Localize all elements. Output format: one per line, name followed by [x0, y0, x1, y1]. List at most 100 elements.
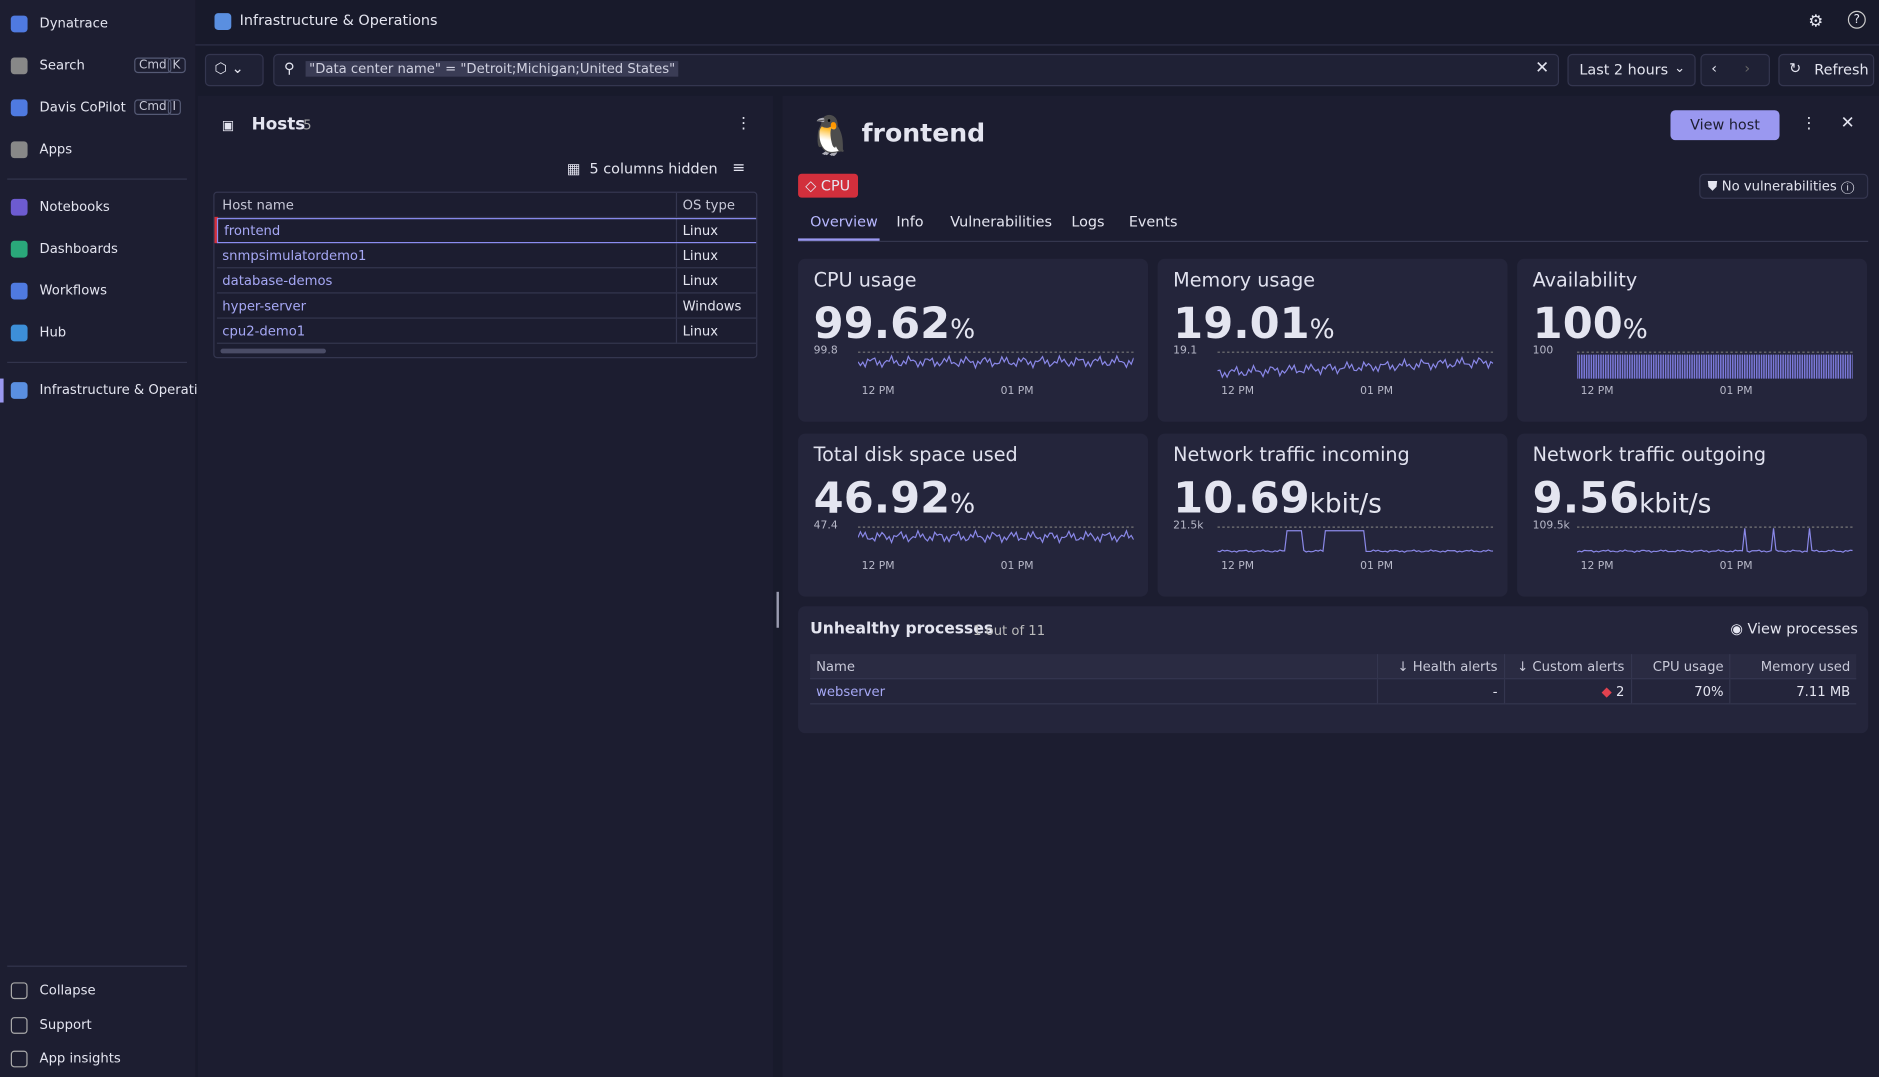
cell: Linux: [675, 217, 757, 244]
nav-item[interactable]: Infrastructure & Operati...: [39, 382, 211, 398]
row-settings[interactable]: ≡: [732, 159, 746, 178]
cpu-badge[interactable]: ◇ CPU: [798, 173, 859, 198]
metric-unit: kbit/s: [1309, 489, 1382, 520]
host-link[interactable]: database-demos: [222, 272, 333, 289]
column-header: ↓ Custom alerts: [1503, 654, 1631, 680]
columns-hidden[interactable]: ▦ 5 columns hidden: [566, 160, 718, 178]
nav-item[interactable]: Apps: [39, 141, 73, 157]
tab[interactable]: Logs: [1071, 213, 1105, 231]
nav-item[interactable]: Support: [39, 1017, 92, 1033]
tab[interactable]: Overview: [810, 213, 878, 231]
menu[interactable]: ⋮: [1801, 115, 1817, 133]
chart-max: 109.5k: [1532, 519, 1570, 532]
refresh[interactable]: ↻ Refresh: [1778, 53, 1875, 87]
vuln-label: No vulnerabilities: [1721, 178, 1837, 195]
timeframe-label: Last 2 hours: [1579, 61, 1669, 78]
tab[interactable]: Vulnerabilities: [950, 213, 1053, 231]
metric-number: 9.56: [1532, 474, 1640, 524]
resize-handle[interactable]: [776, 591, 779, 628]
header-row: Name ↓ Health alerts ↓ Custom alerts CPU us…: [810, 654, 1857, 680]
chart-max: 99.8: [813, 345, 838, 358]
nav-item[interactable]: Search: [39, 57, 85, 74]
view-host[interactable]: View host: [1670, 110, 1780, 141]
filter-bar[interactable]: ⚲ "Data center name" = "Detroit;Michigan…: [273, 53, 1560, 87]
column-header: Name: [810, 654, 1378, 680]
timeframe[interactable]: Last 2 hours ⌄: [1567, 53, 1696, 87]
cell: database-demos: [216, 267, 676, 294]
host-link[interactable]: cpu2-demo1: [222, 322, 306, 339]
nav-item[interactable]: Notebooks: [39, 198, 110, 215]
metric-tile: Memory usage 19.01% 19.1 12 PM 01 PM: [1157, 258, 1508, 422]
nav-item[interactable]: Dashboards: [39, 240, 118, 257]
segment-button[interactable]: ⬡ ⌄: [204, 53, 264, 87]
sparkline: [858, 526, 1134, 545]
cell: 70%: [1630, 678, 1731, 705]
separator: [7, 361, 187, 363]
column-header: Memory used: [1729, 654, 1857, 680]
view-processes[interactable]: ◉ View processes: [1730, 620, 1858, 638]
sparkline: [1217, 351, 1494, 379]
active-marker: [0, 378, 4, 403]
cell: hyper-server: [216, 292, 676, 319]
host-row[interactable]: cpu2-demo1LinuxVMware: [216, 318, 757, 344]
vulnerabilities[interactable]: ⛊ No vulnerabilities ⓘ: [1699, 173, 1869, 199]
metric-value: 10.69kbit/s: [1173, 474, 1382, 523]
cell-text: Linux: [682, 222, 719, 238]
sparkline-path: [1577, 528, 1853, 553]
nav-icon: [10, 99, 28, 117]
nav-icon: [10, 57, 28, 75]
clear[interactable]: ✕: [1535, 58, 1550, 78]
nav-icon: [10, 382, 28, 399]
metric-number: 19.01: [1173, 299, 1310, 349]
column-header: CPU usage: [1630, 654, 1731, 680]
time-label: 12 PM: [1580, 560, 1614, 573]
hosts-title: Hosts: [251, 115, 306, 135]
host-row[interactable]: hyper-serverWindowsVMware: [216, 292, 757, 319]
sparkline: [1217, 526, 1494, 553]
nav-icon: [10, 982, 28, 1000]
nav-icon: [10, 198, 28, 216]
processes-card: Unhealthy processes 1 out of 11 ◉ View p…: [798, 606, 1869, 734]
nav-item[interactable]: Davis CoPilot: [39, 99, 126, 116]
sparkline: [1577, 351, 1853, 379]
close[interactable]: ✕: [1840, 113, 1855, 133]
nav-item[interactable]: Dynatrace: [39, 15, 108, 32]
host-row[interactable]: database-demosLinuxVMware: [216, 267, 757, 294]
help[interactable]: ?: [1847, 10, 1866, 29]
header-text: Name: [816, 658, 855, 674]
menu[interactable]: ⋮: [735, 115, 752, 133]
shortcut: Cmd: [134, 57, 172, 74]
metric-title: Network traffic outgoing: [1532, 443, 1767, 467]
metric-number: 10.69: [1173, 474, 1310, 524]
host-link[interactable]: hyper-server: [222, 297, 306, 314]
nav-item[interactable]: Workflows: [39, 282, 107, 299]
cell: 7.11 MB: [1729, 678, 1857, 705]
time-label: 12 PM: [861, 560, 895, 573]
cell-text: 7.11 MB: [1796, 683, 1851, 700]
time-label: 01 PM: [1000, 560, 1034, 573]
host-link[interactable]: frontend: [224, 222, 281, 238]
host-link[interactable]: snmpsimulatordemo1: [222, 247, 367, 263]
nav-item[interactable]: Collapse: [39, 982, 96, 998]
host-row[interactable]: frontendLinuxVMware: [214, 217, 757, 244]
metric-tile: Network traffic outgoing 9.56kbit/s 109.5k…: [1517, 433, 1868, 597]
tab[interactable]: Events: [1128, 213, 1178, 231]
nav-item[interactable]: App insights: [39, 1050, 121, 1067]
process-row[interactable]: webserver - ◆ 2 70% 7.11 MB: [810, 678, 1857, 705]
shortcut: Cmd: [134, 99, 172, 116]
app-title: Infrastructure & Operations: [239, 11, 438, 29]
chart-max: 100: [1532, 345, 1554, 358]
metric-value: 9.56kbit/s: [1533, 474, 1712, 523]
separator: [7, 178, 187, 180]
settings[interactable]: ⚙: [1808, 11, 1824, 32]
time-nav[interactable]: ‹ ›: [1700, 53, 1770, 87]
metric-number: 100: [1532, 299, 1623, 349]
nav-item[interactable]: Hub: [39, 324, 67, 341]
sparkline-path: [1577, 354, 1853, 379]
metric-value: 100%: [1533, 300, 1648, 349]
tab[interactable]: Info: [896, 213, 924, 231]
host-row[interactable]: snmpsimulatordemo1LinuxVMware: [216, 242, 757, 269]
process-link[interactable]: webserver: [816, 683, 886, 700]
